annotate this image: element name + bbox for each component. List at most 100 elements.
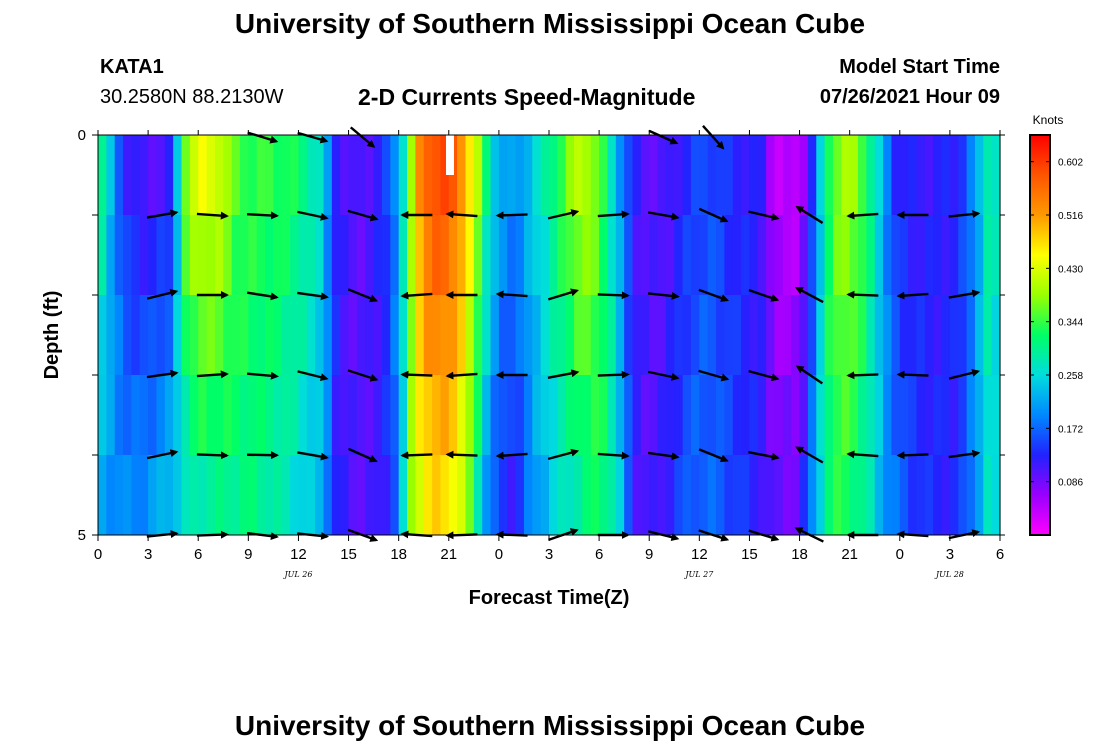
heatmap-cell: [766, 455, 776, 536]
heatmap-cell: [223, 215, 233, 296]
heatmap-cell: [690, 215, 700, 296]
heatmap-cell: [356, 295, 366, 376]
heatmap-cell: [782, 295, 792, 376]
current-vector: [846, 211, 879, 220]
current-vector: [400, 370, 433, 379]
heatmap-cell: [156, 455, 166, 536]
heatmap-cell: [507, 295, 517, 376]
heatmap-cell: [440, 215, 450, 296]
heatmap-cell: [373, 375, 383, 456]
heatmap-cell: [849, 215, 859, 296]
heatmap-cell: [139, 375, 149, 456]
heatmap-cell: [716, 135, 725, 216]
heatmap-cell: [983, 295, 993, 376]
current-vector: [495, 290, 528, 299]
heatmap-cell: [390, 455, 400, 536]
heatmap-cell: [682, 375, 692, 456]
heatmap-cell: [582, 375, 592, 456]
heatmap-cell: [632, 455, 642, 536]
current-vector: [297, 451, 329, 461]
heatmap-cell: [657, 135, 667, 216]
heatmap-cell: [741, 215, 751, 296]
heatmap-cell: [757, 215, 767, 296]
heatmap-cell: [423, 135, 433, 216]
y-axis-title: Depth (ft): [41, 291, 63, 380]
heatmap-cell: [515, 295, 525, 376]
heatmap-cell: [724, 215, 734, 296]
heatmap-cell: [490, 455, 500, 536]
heatmap-cell: [290, 375, 300, 456]
heatmap-cell: [131, 455, 141, 536]
heatmap-cell: [958, 135, 968, 216]
heatmap-cell: [281, 215, 291, 296]
heatmap-cell: [557, 375, 567, 456]
date-label: JUL 27: [683, 570, 714, 579]
depth-axis: 05: [78, 127, 1005, 544]
heatmap-cell: [599, 135, 609, 216]
heatmap-cell: [899, 215, 909, 296]
heatmap-cell: [306, 215, 316, 296]
heatmap-cell: [415, 375, 425, 456]
x-tick-label: 15: [340, 546, 357, 563]
heatmap-cell: [924, 215, 934, 296]
heatmap-cell: [298, 455, 308, 536]
heatmap-cell: [958, 215, 968, 296]
model-start-label: Model Start Time: [839, 56, 1000, 78]
heatmap-cell: [632, 295, 642, 376]
heatmap-cell: [766, 135, 776, 216]
current-vector: [247, 291, 279, 301]
heatmap-cell: [306, 455, 316, 536]
heatmap-cell: [607, 295, 617, 376]
heatmap-cell: [883, 135, 893, 216]
heatmap-cell: [473, 455, 483, 536]
heatmap-cell: [490, 215, 500, 296]
heatmap-cell: [114, 135, 124, 216]
current-vector: [347, 369, 379, 382]
heatmap-cell: [899, 295, 909, 376]
heatmap-cell: [624, 375, 634, 456]
heatmap-cell: [365, 455, 375, 536]
heatmap-cell: [916, 375, 926, 456]
current-vector: [146, 209, 179, 219]
heatmap-cell: [832, 375, 842, 456]
heatmap-cell: [549, 135, 558, 216]
heatmap-cell: [139, 295, 149, 376]
heatmap-cell: [891, 295, 901, 376]
heatmap-cell: [766, 295, 776, 376]
current-vector: [647, 370, 680, 381]
x-tick-label: 9: [645, 546, 653, 563]
heatmap-cell: [407, 455, 416, 536]
heatmap-cell: [774, 135, 784, 216]
heatmap-cell: [156, 375, 166, 456]
heatmap-cell: [899, 455, 909, 536]
heatmap-cell: [908, 375, 918, 456]
heatmap-cell: [523, 135, 533, 216]
heatmap-cell: [749, 215, 759, 296]
heatmap-cell: [807, 455, 817, 536]
current-vector: [795, 205, 824, 224]
heatmap-cell: [373, 295, 383, 376]
heatmap-cell: [665, 215, 675, 296]
heatmap-cell: [615, 455, 625, 536]
heatmap-cell: [515, 375, 525, 456]
heatmap-cell: [148, 455, 158, 536]
heatmap-cell: [841, 135, 851, 216]
heatmap-cell: [131, 375, 141, 456]
heatmap-cell: [599, 375, 609, 456]
current-vector: [347, 288, 378, 303]
heatmap-cell: [615, 215, 625, 296]
heatmap-cell: [799, 135, 809, 216]
heatmap-cell: [348, 295, 358, 376]
heatmap-cell: [791, 375, 801, 456]
heatmap-cell: [106, 375, 116, 456]
heatmap-cell: [874, 375, 884, 456]
current-vector: [297, 291, 329, 301]
heatmap-cell: [540, 375, 550, 456]
heatmap-cell: [674, 295, 684, 376]
heatmap-cell: [515, 455, 525, 536]
heatmap-cell: [114, 215, 124, 296]
heatmap-cell: [632, 215, 642, 296]
heatmap-cell: [239, 455, 249, 536]
heatmap-cell: [265, 135, 274, 216]
heatmap-cell: [699, 375, 709, 456]
